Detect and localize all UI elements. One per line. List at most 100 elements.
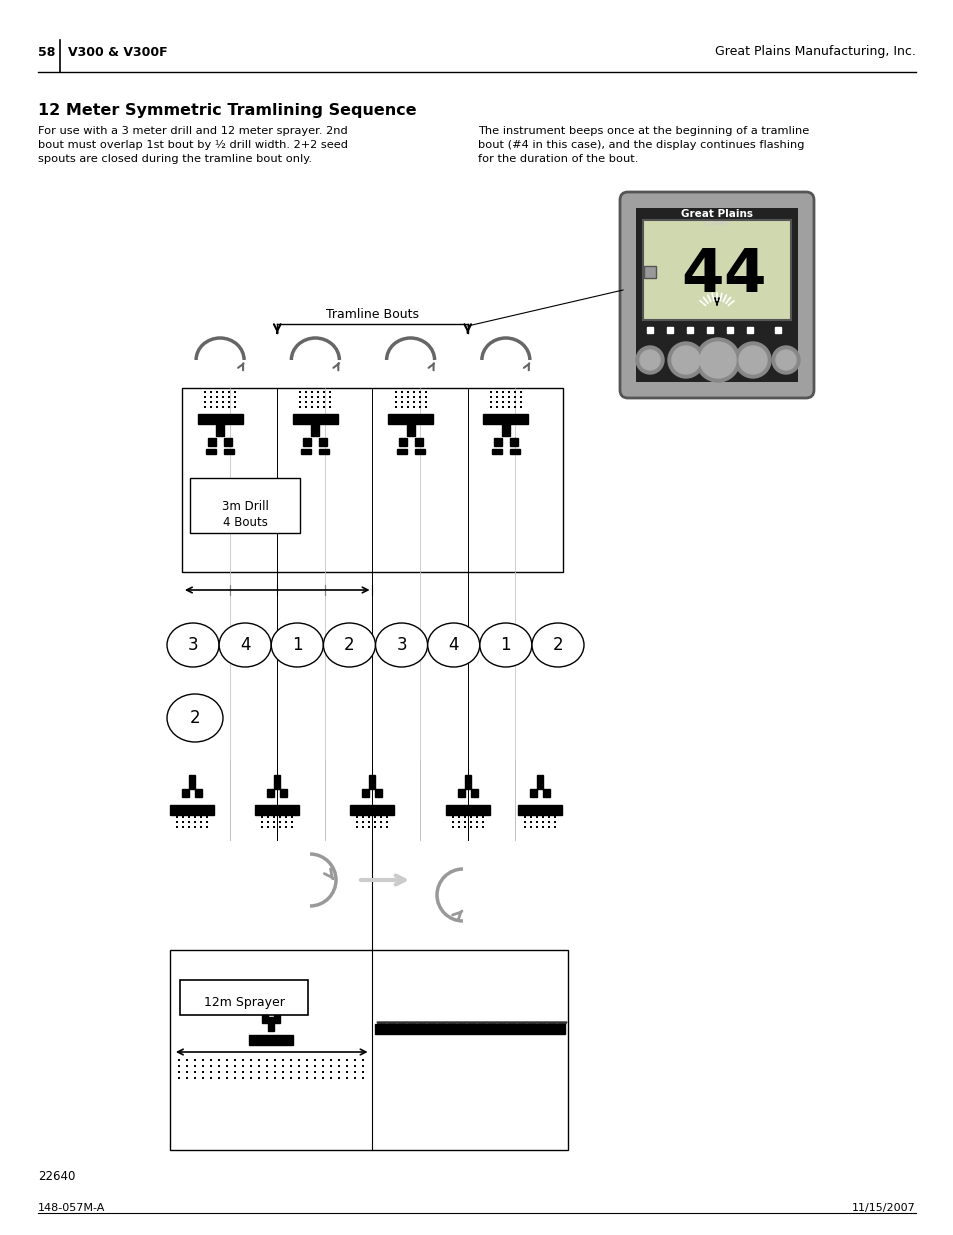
Text: Great Plains Manufacturing, Inc.: Great Plains Manufacturing, Inc. (715, 46, 915, 58)
Bar (293, 414, 337, 424)
Bar (189, 776, 194, 789)
Bar (388, 414, 433, 424)
Polygon shape (526, 1023, 537, 1030)
Text: 58: 58 (38, 46, 55, 58)
Polygon shape (467, 1023, 476, 1030)
Polygon shape (506, 1023, 517, 1030)
Text: 4: 4 (239, 636, 250, 655)
Text: 22640: 22640 (38, 1170, 75, 1183)
Bar (224, 450, 233, 454)
Bar (530, 789, 537, 797)
Text: Great Plains: Great Plains (680, 209, 752, 219)
Polygon shape (416, 1023, 427, 1030)
Bar (262, 1015, 268, 1023)
Text: 12 Meter Symmetric Tramlining Sequence: 12 Meter Symmetric Tramlining Sequence (38, 103, 416, 119)
Polygon shape (407, 1023, 416, 1030)
Text: 148-057M-A: 148-057M-A (38, 1203, 105, 1213)
Bar (206, 450, 216, 454)
Bar (170, 950, 567, 1150)
Circle shape (636, 346, 663, 374)
Circle shape (667, 342, 703, 378)
Text: 4 Bouts: 4 Bouts (222, 516, 267, 529)
Bar (406, 424, 415, 436)
Polygon shape (376, 1023, 387, 1030)
Bar (396, 450, 406, 454)
Circle shape (739, 346, 766, 374)
Bar (415, 438, 422, 446)
Bar (303, 438, 311, 446)
Bar (216, 424, 224, 436)
Bar (194, 789, 202, 797)
Polygon shape (557, 1023, 566, 1030)
Bar (501, 424, 509, 436)
Polygon shape (427, 1023, 436, 1030)
Circle shape (734, 342, 770, 378)
Bar (415, 450, 424, 454)
Circle shape (700, 342, 735, 378)
Bar (301, 450, 311, 454)
Text: 2: 2 (344, 636, 355, 655)
Bar (369, 776, 375, 789)
Bar (509, 450, 519, 454)
Text: 1: 1 (292, 636, 302, 655)
Text: Tramline Bouts: Tramline Bouts (326, 308, 418, 321)
Text: bout must overlap 1st bout by ½ drill width. 2+2 seed: bout must overlap 1st bout by ½ drill wi… (38, 140, 348, 151)
Bar (224, 438, 232, 446)
Bar (537, 776, 542, 789)
Bar (398, 438, 406, 446)
Circle shape (771, 346, 800, 374)
Text: for the duration of the bout.: for the duration of the bout. (477, 154, 638, 164)
Text: 11/15/2007: 11/15/2007 (851, 1203, 915, 1213)
Text: COMMS: COMMS (703, 221, 729, 227)
Ellipse shape (271, 622, 323, 667)
Bar (350, 805, 395, 815)
Bar (464, 776, 470, 789)
Bar (268, 1016, 274, 1031)
Bar (494, 438, 501, 446)
Ellipse shape (427, 622, 479, 667)
Ellipse shape (532, 622, 583, 667)
Polygon shape (476, 1023, 486, 1030)
Text: 2: 2 (552, 636, 562, 655)
Bar (517, 805, 561, 815)
Text: bout (#4 in this case), and the display continues flashing: bout (#4 in this case), and the display … (477, 140, 803, 149)
Text: 2: 2 (190, 709, 200, 727)
Bar (445, 805, 489, 815)
Bar (483, 414, 528, 424)
Text: 3m Drill: 3m Drill (221, 500, 268, 513)
Bar (280, 789, 287, 797)
Polygon shape (396, 1023, 407, 1030)
Bar (182, 789, 189, 797)
Bar (636, 207, 797, 382)
Text: 3: 3 (395, 636, 407, 655)
Polygon shape (537, 1023, 546, 1030)
Ellipse shape (479, 622, 532, 667)
Bar (509, 438, 517, 446)
Text: 12m Sprayer: 12m Sprayer (203, 995, 284, 1009)
Text: The instrument beeps once at the beginning of a tramline: The instrument beeps once at the beginni… (477, 126, 808, 136)
Bar (255, 805, 299, 815)
Bar (182, 388, 562, 572)
Polygon shape (486, 1023, 497, 1030)
Bar (267, 789, 274, 797)
Bar (362, 789, 369, 797)
Bar (375, 789, 382, 797)
Bar (319, 450, 329, 454)
Circle shape (639, 350, 659, 370)
Circle shape (696, 338, 740, 382)
Bar (375, 1024, 564, 1034)
Text: 4: 4 (681, 246, 723, 305)
Polygon shape (517, 1023, 526, 1030)
Bar (170, 805, 213, 815)
Bar (642, 220, 790, 320)
Circle shape (671, 346, 700, 374)
Text: 4: 4 (723, 246, 765, 305)
Text: For use with a 3 meter drill and 12 meter sprayer. 2nd: For use with a 3 meter drill and 12 mete… (38, 126, 348, 136)
Ellipse shape (167, 622, 219, 667)
Text: spouts are closed during the tramline bout only.: spouts are closed during the tramline bo… (38, 154, 312, 164)
Bar (197, 414, 242, 424)
Ellipse shape (167, 694, 223, 742)
Bar (274, 776, 280, 789)
Bar (470, 789, 477, 797)
Polygon shape (456, 1023, 467, 1030)
